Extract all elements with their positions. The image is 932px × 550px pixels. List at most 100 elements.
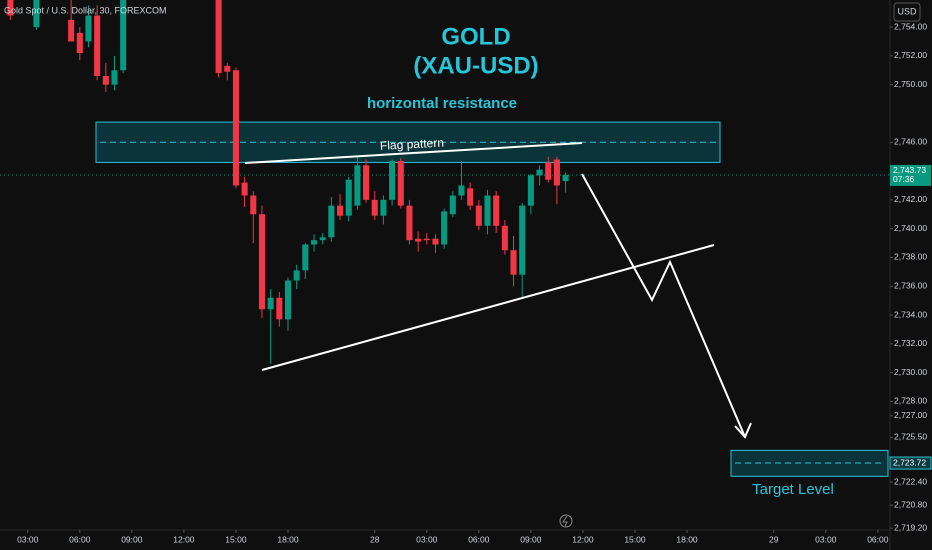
x-tick-label: 12:00 bbox=[173, 534, 195, 544]
x-tick-label: 09:00 bbox=[520, 534, 542, 544]
candle-body bbox=[224, 65, 231, 72]
x-tick-label: 03:00 bbox=[416, 534, 438, 544]
candle-body bbox=[258, 214, 266, 310]
candle-body bbox=[536, 169, 543, 176]
y-tick-label: 2,719.20 bbox=[894, 522, 927, 532]
candle-body bbox=[120, 0, 127, 71]
candle-body bbox=[449, 195, 456, 215]
candle-body bbox=[545, 162, 552, 180]
zone-label: horizontal resistance bbox=[367, 95, 517, 112]
replay-icon[interactable] bbox=[559, 514, 573, 528]
x-tick-label: 18:00 bbox=[676, 534, 698, 544]
x-tick-label: 15:00 bbox=[624, 534, 646, 544]
y-tick-label: 2,746.00 bbox=[894, 137, 927, 147]
candle-body bbox=[510, 250, 517, 275]
target-label: Target Level bbox=[752, 481, 834, 498]
x-tick-label: 06:00 bbox=[69, 534, 91, 544]
arrow-head bbox=[734, 422, 752, 439]
flag-line bbox=[244, 142, 583, 164]
y-tick-label: 2,736.00 bbox=[894, 280, 927, 290]
flag-label: Flag pattern bbox=[380, 136, 445, 153]
candle-body bbox=[293, 270, 300, 281]
candle-body bbox=[363, 165, 370, 200]
candle-body bbox=[345, 179, 352, 216]
candle-body bbox=[397, 160, 404, 206]
candle-body bbox=[33, 0, 40, 28]
last-price-label: 2,743.73 bbox=[893, 165, 926, 175]
candle-body bbox=[562, 174, 569, 182]
y-tick-label: 2,742.00 bbox=[894, 194, 927, 204]
currency[interactable]: USD bbox=[897, 6, 917, 16]
candle-body bbox=[519, 205, 526, 275]
x-tick-label: 03:00 bbox=[17, 534, 39, 544]
candle-body bbox=[215, 0, 222, 74]
target-price-box bbox=[889, 456, 932, 470]
y-tick-label: 2,750.00 bbox=[894, 79, 927, 89]
x-tick-label: 06:00 bbox=[867, 534, 889, 544]
candle-body bbox=[475, 205, 482, 226]
countdown: 07:36 bbox=[893, 174, 915, 184]
candle-body bbox=[441, 211, 448, 245]
candle-body bbox=[432, 238, 439, 245]
y-tick-label: 2,734.00 bbox=[894, 309, 927, 319]
y-tick-label: 2,740.00 bbox=[894, 223, 927, 233]
projection-arrow bbox=[581, 173, 746, 438]
candle-body bbox=[337, 205, 344, 216]
x-tick-label: 15:00 bbox=[225, 534, 247, 544]
x-tick-label: 29 bbox=[769, 534, 779, 544]
candle-body bbox=[371, 199, 378, 216]
candle-body bbox=[328, 205, 335, 238]
candle-body bbox=[232, 70, 239, 186]
candle-body bbox=[111, 70, 118, 85]
candle-body bbox=[7, 0, 14, 16]
y-tick-label: 2,725.50 bbox=[894, 432, 927, 442]
candle-body bbox=[389, 160, 396, 200]
y-tick-label: 2,738.00 bbox=[894, 252, 927, 262]
x-tick-label: 18:00 bbox=[277, 534, 299, 544]
candle-body bbox=[276, 297, 283, 320]
y-tick-label: 2,728.00 bbox=[894, 396, 927, 406]
candle-body bbox=[94, 15, 101, 77]
candle-body bbox=[267, 297, 274, 310]
candle-body bbox=[250, 195, 257, 215]
headline: GOLD bbox=[441, 23, 510, 50]
last-price-box bbox=[890, 164, 931, 186]
x-tick-label: 12:00 bbox=[572, 534, 594, 544]
x-tick-label: 03:00 bbox=[815, 534, 837, 544]
target-price-label: 2,723.72 bbox=[893, 457, 926, 467]
candle-body bbox=[467, 188, 474, 206]
candle-body bbox=[458, 185, 465, 196]
y-tick-label: 2,752.00 bbox=[894, 50, 927, 60]
candle-body bbox=[423, 238, 430, 241]
candle-body bbox=[527, 175, 534, 206]
headline: (XAU-USD) bbox=[413, 52, 538, 79]
candle-body bbox=[310, 240, 318, 245]
candle-body bbox=[302, 244, 309, 271]
candle-body bbox=[493, 195, 500, 226]
trend-line bbox=[261, 244, 715, 371]
y-tick-label: 2,727.00 bbox=[894, 410, 927, 420]
candle-body bbox=[354, 165, 361, 206]
candle-body bbox=[319, 237, 326, 241]
candle-body bbox=[484, 195, 491, 226]
candle-body bbox=[76, 32, 83, 53]
x-tick-label: 06:00 bbox=[468, 534, 490, 544]
candle-body bbox=[68, 19, 75, 42]
candle-body bbox=[85, 15, 92, 42]
candle-body bbox=[501, 225, 508, 251]
y-tick-label: 2,730.00 bbox=[894, 367, 927, 377]
currency-box[interactable] bbox=[893, 2, 921, 22]
candle-body bbox=[380, 199, 387, 216]
x-tick-label: 09:00 bbox=[121, 534, 143, 544]
candle-body bbox=[553, 159, 560, 186]
chart-title: Gold Spot / U.S. Dollar, 30, FOREXCOM bbox=[4, 5, 167, 15]
y-tick-label: 2,754.00 bbox=[894, 21, 927, 31]
y-tick-label: 2,722.40 bbox=[894, 476, 927, 486]
x-tick-label: 28 bbox=[370, 534, 380, 544]
candle-body bbox=[406, 205, 413, 241]
candle-body bbox=[284, 280, 292, 320]
candle-body bbox=[102, 76, 109, 85]
candle-body bbox=[415, 238, 422, 242]
